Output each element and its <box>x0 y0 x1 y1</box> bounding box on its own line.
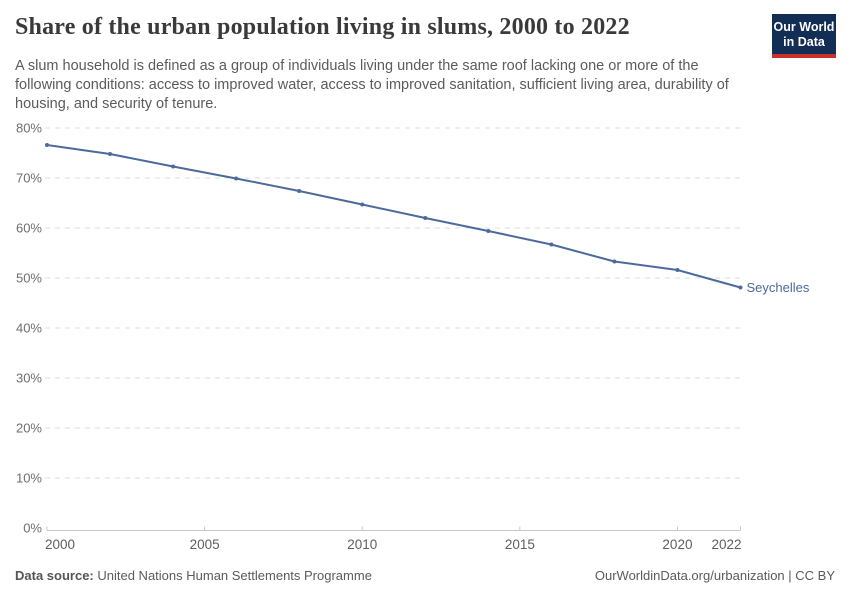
x-axis-label-2020: 2020 <box>662 537 692 552</box>
y-axis-label-10: 10% <box>16 471 42 486</box>
data-source-value: United Nations Human Settlements Program… <box>93 568 372 583</box>
series-label-seychelles: Seychelles <box>747 280 810 295</box>
attribution-link[interactable]: OurWorldinData.org/urbanization | CC BY <box>594 568 835 583</box>
owid-logo-line2: in Data <box>783 35 825 49</box>
data-point-2010[interactable] <box>360 202 365 207</box>
data-point-2018[interactable] <box>612 259 617 264</box>
data-point-2006[interactable] <box>234 176 239 181</box>
y-axis-label-80: 80% <box>16 121 42 136</box>
x-axis-label-2005: 2005 <box>190 537 220 552</box>
data-point-2016[interactable] <box>549 242 554 247</box>
data-point-2004[interactable] <box>171 164 176 169</box>
y-axis-label-30: 30% <box>16 371 42 386</box>
data-point-2020[interactable] <box>675 268 680 272</box>
x-axis-label-2010: 2010 <box>347 537 377 552</box>
y-axis-label-20: 20% <box>16 421 42 436</box>
data-point-2008[interactable] <box>297 189 302 193</box>
y-axis-label-40: 40% <box>16 321 42 336</box>
y-axis-label-70: 70% <box>16 171 42 186</box>
data-point-2022[interactable] <box>738 285 743 290</box>
page-title: Share of the urban population living in … <box>15 14 630 40</box>
x-axis-label-2000: 2000 <box>45 537 75 552</box>
x-axis-label-2022: 2022 <box>711 537 741 552</box>
owid-logo-line1: Our World <box>773 20 835 34</box>
chart-subtitle: A slum household is defined as a group o… <box>15 58 729 112</box>
y-axis-label-0: 0% <box>23 521 42 536</box>
y-axis-label-50: 50% <box>16 271 42 286</box>
x-axis-label-2015: 2015 <box>505 537 535 552</box>
data-source-note: Data source: United Nations Human Settle… <box>15 568 372 583</box>
data-point-2002[interactable] <box>108 152 113 156</box>
series-line-seychelles[interactable] <box>46 144 742 289</box>
data-point-2012[interactable] <box>423 216 428 220</box>
data-source-label: Data source: <box>15 568 94 583</box>
data-point-2014[interactable] <box>486 229 491 233</box>
y-axis-label-60: 60% <box>16 221 42 236</box>
data-point-2000[interactable] <box>45 143 49 147</box>
owid-logo[interactable]: Our World in Data <box>772 14 836 58</box>
